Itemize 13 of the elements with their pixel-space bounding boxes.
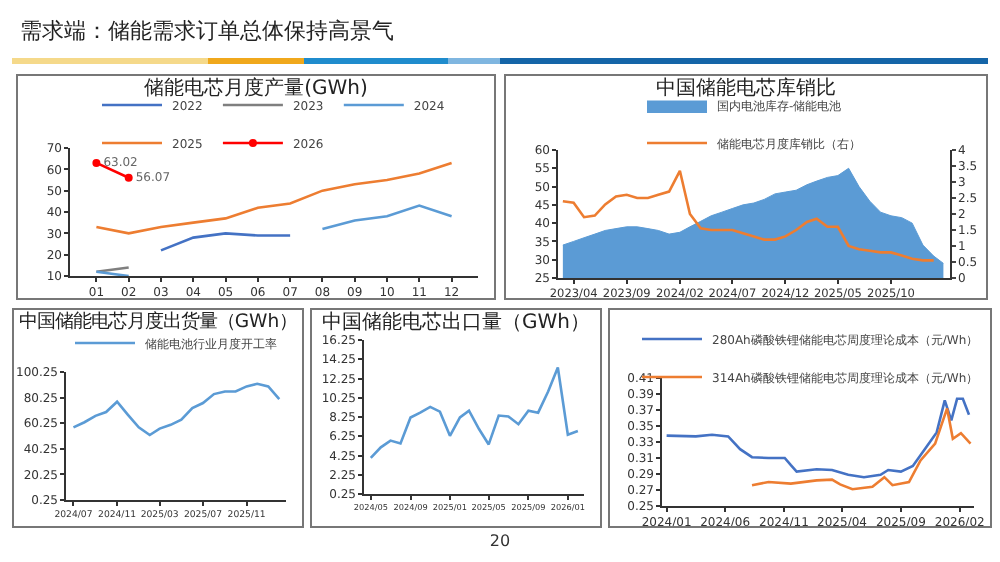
line-series xyxy=(95,161,453,235)
chart-title: 中国储能电芯库销比 xyxy=(656,76,836,100)
chart-title: 中国储能电芯月度出货量（GWh） xyxy=(18,311,298,334)
line-series xyxy=(665,397,971,479)
text: 需求端：储能需求订单总体保持高景气 xyxy=(20,16,394,46)
line-series xyxy=(561,169,935,262)
line-series xyxy=(750,407,972,491)
line-series xyxy=(159,232,292,252)
text: 20 xyxy=(487,532,513,550)
line-series xyxy=(72,382,281,437)
chart-title: 中国储能电芯出口量（GWh） xyxy=(322,310,590,334)
line-series xyxy=(369,366,580,460)
chart-title: 储能电芯月度产量(GWh) xyxy=(144,76,368,100)
